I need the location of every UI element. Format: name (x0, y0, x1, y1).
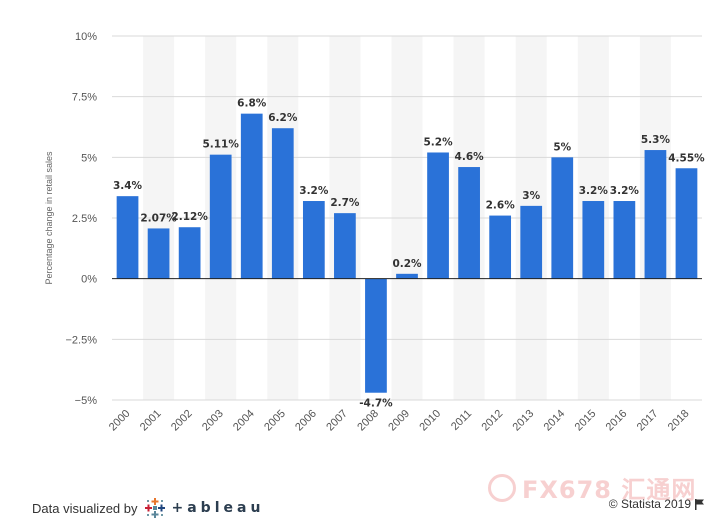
x-tick-label: 2009 (386, 408, 412, 434)
x-tick-label: 2013 (511, 408, 537, 434)
y-tick-label: 2.5% (72, 213, 97, 225)
data-label-2001: 2.07% (140, 212, 177, 224)
bar-2007[interactable] (334, 213, 356, 279)
bar-2002[interactable] (178, 227, 201, 279)
x-tick-label: 2011 (449, 408, 474, 433)
y-tick-label: 10% (75, 31, 97, 43)
data-label-2004: 6.8% (237, 98, 267, 110)
bar-2001[interactable] (147, 228, 170, 279)
data-label-2000: 3.4% (113, 180, 143, 192)
bar-2014[interactable] (551, 157, 574, 279)
bar-2006[interactable] (302, 201, 325, 279)
bar-2017[interactable] (644, 150, 667, 279)
data-label-2017: 5.3% (641, 134, 671, 146)
x-tick-label: 2016 (604, 408, 630, 434)
watermark-logo-icon (488, 473, 516, 502)
statista-credit-text: © Statista 2019 (608, 497, 691, 511)
x-tick-label: 2015 (573, 408, 599, 434)
bar-2004[interactable] (240, 113, 263, 279)
x-tick-label: 2008 (355, 408, 381, 434)
data-label-2007: 2.7% (330, 197, 360, 209)
data-label-2015: 3.2% (579, 185, 609, 197)
x-tick-label: 2017 (635, 408, 661, 434)
data-label-2002: 2.12% (171, 211, 208, 223)
bar-2018[interactable] (675, 168, 698, 279)
data-label-2005: 6.2% (268, 112, 298, 124)
data-label-2014: 5% (553, 141, 571, 153)
x-tick-label: 2012 (479, 408, 505, 434)
data-labels: 3.4%2.07%2.12%5.11%6.8%6.2%3.2%2.7%-4.7%… (113, 98, 705, 410)
x-tick-label: 2000 (107, 408, 133, 434)
data-label-2012: 2.6% (486, 200, 516, 212)
x-tick-label: 2002 (169, 408, 195, 434)
data-label-2011: 4.6% (455, 151, 485, 163)
bar-2012[interactable] (489, 215, 512, 279)
x-tick-label: 2003 (200, 408, 226, 434)
x-tick-label: 2006 (293, 408, 319, 434)
bar-2005[interactable] (271, 128, 294, 279)
bar-2000[interactable] (116, 196, 139, 279)
bar-2011[interactable] (458, 167, 480, 279)
bar-2015[interactable] (582, 201, 605, 279)
y-axis-ticks: 10% 7.5% 5% 2.5% 0% −2.5% −5% (66, 31, 98, 407)
data-label-2013: 3% (522, 190, 540, 202)
watermark-text: FX678 汇通网 (522, 476, 697, 504)
tableau-wordmark: +ableau (171, 500, 265, 516)
x-tick-label: 2014 (542, 408, 568, 434)
visualized-by-text: Data visualized by (32, 500, 138, 516)
data-label-2016: 3.2% (610, 185, 640, 197)
y-tick-label: 0% (81, 274, 97, 286)
data-label-2006: 3.2% (299, 185, 329, 197)
watermark: FX678 汇通网 (488, 470, 696, 505)
flag-icon (695, 498, 704, 510)
data-label-2003: 5.11% (202, 139, 239, 151)
y-tick-label: 5% (81, 152, 97, 164)
retail-sales-chart: 10% 7.5% 5% 2.5% 0% −2.5% −5% 3.4% 2.07%2.12% 5.… (44, 31, 705, 434)
data-label-2009: 0.2% (392, 258, 422, 270)
x-tick-label: 2010 (417, 408, 443, 434)
x-axis-ticks: 2000 2001 2002 2003 2004 2005 2006 2007 2008 2009… (107, 408, 692, 434)
bar-2009[interactable] (396, 273, 418, 279)
x-tick-label: 2001 (138, 408, 164, 434)
tableau-logo-icon (144, 498, 165, 518)
bar-2010[interactable] (427, 152, 449, 279)
x-tick-label: 2007 (324, 408, 350, 434)
tableau-credit[interactable]: Data visualized by +ableau (32, 497, 264, 519)
y-tick-label: 7.5% (72, 92, 97, 104)
x-tick-label: 2005 (262, 408, 288, 434)
data-label-2010: 5.2% (423, 136, 453, 148)
data-label-2018: 4.55% (668, 152, 705, 164)
statista-credit[interactable]: © Statista 2019 (609, 497, 705, 511)
bar-2008[interactable] (365, 278, 387, 393)
y-axis-label: Percentage change in retail sales (44, 151, 54, 285)
x-tick-label: 2004 (231, 408, 257, 434)
bars (116, 113, 698, 393)
data-label-2008: -4.7% (359, 398, 393, 410)
bar-2003[interactable] (209, 154, 232, 279)
bar-2016[interactable] (613, 201, 636, 279)
y-tick-label: −2.5% (66, 334, 98, 346)
y-tick-label: −5% (75, 395, 98, 407)
x-tick-label: 2018 (666, 408, 692, 434)
bar-2013[interactable] (520, 205, 543, 279)
